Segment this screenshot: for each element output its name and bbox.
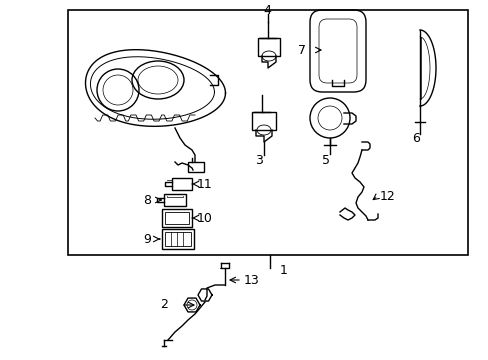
Text: 9: 9	[142, 233, 151, 246]
Bar	[187, 162, 203, 172]
Bar	[251, 112, 275, 130]
Bar	[172, 178, 192, 190]
Text: 13: 13	[244, 274, 259, 287]
Bar	[163, 194, 185, 206]
Text: 6: 6	[411, 131, 419, 144]
Text: 8: 8	[142, 194, 151, 207]
Text: 10: 10	[197, 212, 212, 225]
Bar	[258, 38, 280, 56]
Bar	[164, 212, 189, 224]
Text: 12: 12	[379, 189, 395, 202]
Text: 3: 3	[254, 153, 263, 166]
Bar	[162, 229, 194, 249]
Bar	[68, 10, 467, 255]
Text: 11: 11	[197, 177, 212, 190]
Text: 4: 4	[263, 4, 270, 17]
Text: 2: 2	[160, 298, 167, 311]
Text: 7: 7	[297, 44, 305, 57]
Text: 1: 1	[280, 264, 287, 276]
Text: 5: 5	[321, 153, 329, 166]
Bar	[162, 209, 192, 227]
Bar	[164, 232, 191, 246]
